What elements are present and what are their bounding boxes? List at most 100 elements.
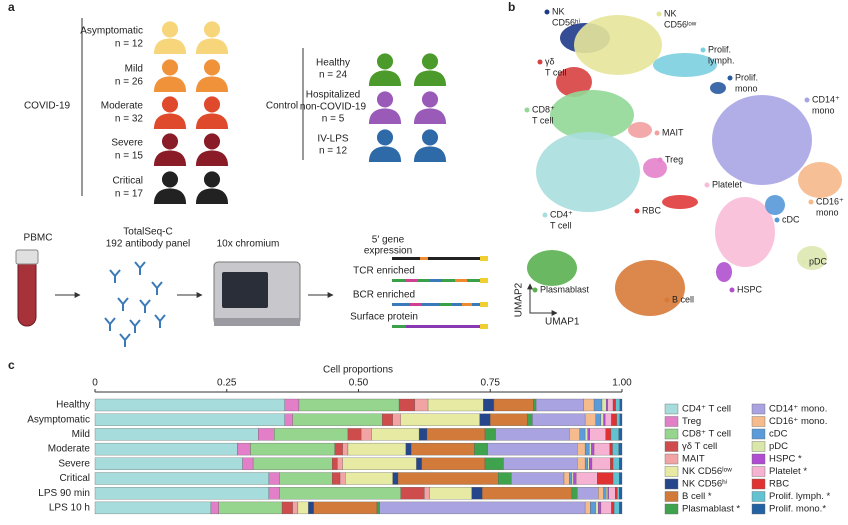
legend-label: NK CD56ʰⁱ — [682, 479, 728, 490]
legend-label: Prolif. lymph. * — [769, 491, 831, 502]
group-label: Healthy — [316, 58, 350, 69]
bar-segment — [347, 442, 407, 456]
workflow-label: 192 antibody panel — [106, 239, 191, 250]
umap-cluster — [556, 67, 592, 97]
cluster-dot — [729, 287, 735, 293]
cluster-dot — [542, 212, 548, 218]
bar-segment — [94, 428, 259, 441]
bar-segment — [284, 413, 293, 426]
person-icon — [413, 129, 447, 162]
umap-cluster — [615, 260, 685, 316]
legend-label: B cell * — [682, 491, 712, 502]
bar-segment — [605, 428, 612, 441]
cluster-label: Plasmablast — [540, 284, 590, 294]
bar-segment — [471, 487, 483, 500]
person-icon — [195, 21, 229, 54]
legend-swatch — [664, 403, 679, 415]
x-tick-label: 0.50 — [349, 378, 369, 389]
output-label: BCR enriched — [353, 290, 415, 301]
cluster-label: CD14⁺ — [812, 94, 840, 104]
bar-segment — [490, 413, 528, 426]
group-label: n = 32 — [115, 114, 144, 125]
umap-cluster — [536, 132, 640, 212]
person-icon — [153, 171, 187, 204]
person-icon — [153, 21, 187, 54]
cluster-dot — [654, 130, 660, 136]
bar-segment — [606, 487, 608, 500]
bar-segment — [571, 487, 578, 500]
cluster-label: B cell — [672, 294, 694, 304]
cluster-label: mono — [735, 83, 758, 93]
legend-swatch — [664, 428, 679, 440]
bar-segment — [279, 472, 333, 485]
legend-swatch — [751, 503, 766, 515]
cluster-label: Prolif. — [708, 44, 731, 54]
bar-segment — [411, 442, 475, 456]
bar-segment — [593, 442, 611, 456]
cluster-dot — [774, 217, 780, 223]
bar-segment — [589, 428, 606, 441]
output-label: expression — [364, 246, 412, 257]
bar-segment — [237, 442, 251, 456]
bar-segment — [498, 472, 512, 485]
bar-segment — [342, 442, 349, 456]
bar-segment — [268, 487, 280, 500]
legend-label: γδ T cell — [682, 441, 717, 452]
y-tick-label: LPS 90 min — [38, 488, 90, 499]
output-label: TCR enriched — [353, 266, 415, 277]
bar-segment — [297, 501, 309, 515]
bar-segment — [94, 472, 270, 485]
person-icon — [153, 59, 187, 92]
bar-segment — [610, 428, 619, 441]
x-tick-label: 0 — [92, 378, 98, 389]
bar-segment — [424, 487, 430, 500]
cluster-label: NK — [552, 6, 565, 16]
cluster-dot — [704, 182, 710, 188]
bar-segment — [292, 413, 383, 426]
bar-segment — [418, 428, 428, 441]
bar-segment — [334, 442, 343, 456]
bar-segment — [608, 487, 616, 500]
bar-segment — [94, 442, 238, 456]
group-label: Mild — [125, 64, 143, 75]
bar-segment — [579, 428, 586, 441]
cluster-label: RBC — [642, 205, 662, 215]
cluster-label: T cell — [532, 115, 553, 125]
person-icon — [368, 129, 402, 162]
bar-segment — [618, 428, 623, 441]
cluster-label: cDC — [782, 214, 800, 224]
cluster-label: Prolif. — [735, 72, 758, 82]
umap-axis-label: UMAP1 — [545, 317, 580, 328]
cluster-label: CD16⁺ — [816, 196, 844, 206]
group-label: Hospitalized — [306, 90, 360, 101]
bar-segment — [398, 398, 416, 412]
legend-swatch — [664, 478, 679, 490]
cluster-label: CD56ʰⁱ — [552, 17, 580, 27]
person-icon — [153, 133, 187, 166]
bar-segment — [284, 398, 300, 412]
workflow-label: PBMC — [24, 233, 53, 244]
person-icon — [413, 91, 447, 124]
bar-segment — [569, 428, 580, 441]
legend-swatch — [664, 466, 679, 477]
bar-segment — [382, 413, 393, 426]
bar-segment — [379, 501, 586, 515]
cluster-dot — [808, 199, 814, 205]
bar-segment — [426, 428, 486, 441]
bar-segment — [600, 501, 612, 515]
bar-segment — [612, 442, 619, 456]
bar-segment — [584, 413, 596, 426]
person-icon — [368, 91, 402, 124]
cluster-label: MAIT — [662, 127, 684, 137]
cluster-dot — [537, 59, 543, 65]
bar-segment — [308, 501, 314, 515]
legend-label: HSPC * — [769, 454, 802, 465]
bar-segment — [577, 457, 586, 470]
y-tick-label: LPS 10 h — [49, 503, 90, 514]
group-label: Moderate — [101, 101, 144, 112]
bar-segment — [268, 472, 280, 485]
umap-axis-label: UMAP2 — [514, 282, 525, 317]
cluster-dot — [727, 75, 733, 81]
bar-segment — [607, 398, 614, 412]
umap-cluster — [715, 197, 775, 267]
